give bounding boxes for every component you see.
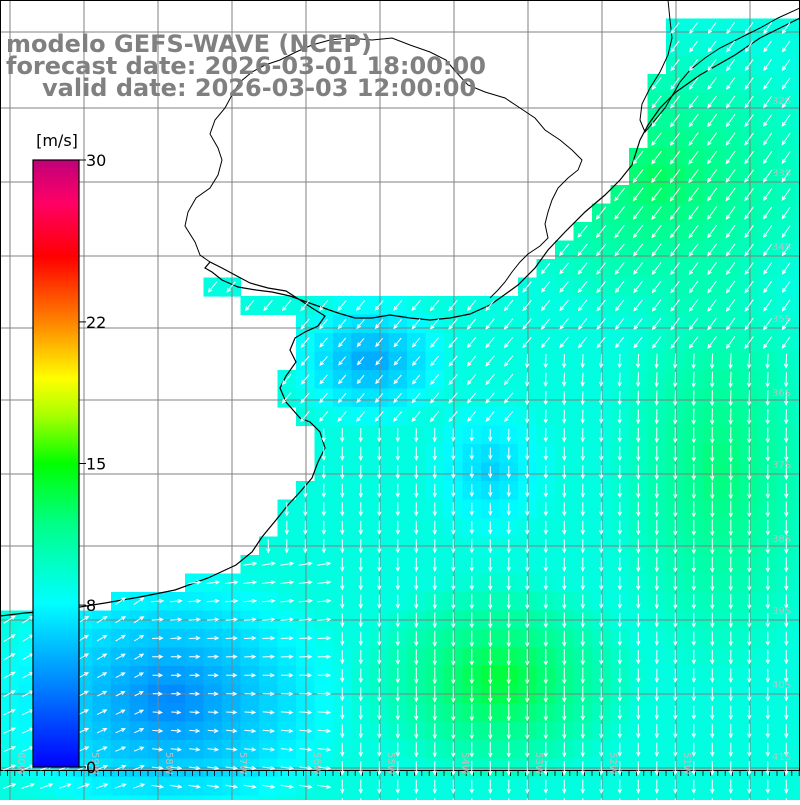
wind-cell [241, 796, 260, 801]
longitude-label: 58W [163, 752, 174, 775]
wind-cell [185, 796, 204, 801]
wind-cell [130, 796, 149, 801]
valid-date: valid date: 2026-03-03 12:00:00 [42, 74, 476, 102]
latitude-label: 37S [772, 460, 791, 471]
longitude-label: 56W [311, 752, 322, 775]
wind-cell [278, 796, 297, 801]
longitude-label: 52W [607, 752, 618, 775]
wind-cell [111, 796, 130, 801]
latitude-label: 38S [772, 534, 791, 545]
latitude-label: 41S [772, 752, 791, 763]
longitude-label: 51W [681, 752, 692, 775]
longitude-label: 53W [533, 752, 544, 775]
wind-cell [796, 796, 800, 801]
latitude-label: 33S [772, 168, 791, 179]
colorbar-tick-label: 0 [86, 758, 96, 777]
wind-cell [19, 796, 38, 801]
wind-cell [37, 796, 56, 801]
colorbar-gradient [33, 160, 79, 767]
colorbar-unit: [m/s] [36, 131, 78, 150]
wind-cell [315, 796, 334, 801]
latitude-label: 40S [772, 680, 791, 691]
longitude-label: 54W [459, 752, 470, 775]
wind-cell [56, 796, 75, 801]
wind-cell [93, 796, 112, 801]
wind-cell [796, 777, 800, 796]
latitude-label: 39S [772, 606, 791, 617]
colorbar-tick-label: 15 [86, 455, 106, 474]
longitude-label: 55W [385, 752, 396, 775]
latitude-label: 36S [772, 388, 791, 399]
colorbar-tick-label: 8 [86, 596, 96, 615]
latitude-label: 34S [772, 242, 791, 253]
wind-cell [167, 796, 186, 801]
longitude-label: 57W [237, 752, 248, 775]
colorbar-tick-label: 22 [86, 313, 106, 332]
longitude-label: 60W [15, 752, 26, 775]
wind-cell [204, 796, 223, 801]
colorbar-tick-label: 30 [86, 151, 106, 170]
latitude-label: 32S [772, 96, 791, 107]
wind-cell [259, 796, 278, 801]
latitude-label: 35S [772, 314, 791, 325]
